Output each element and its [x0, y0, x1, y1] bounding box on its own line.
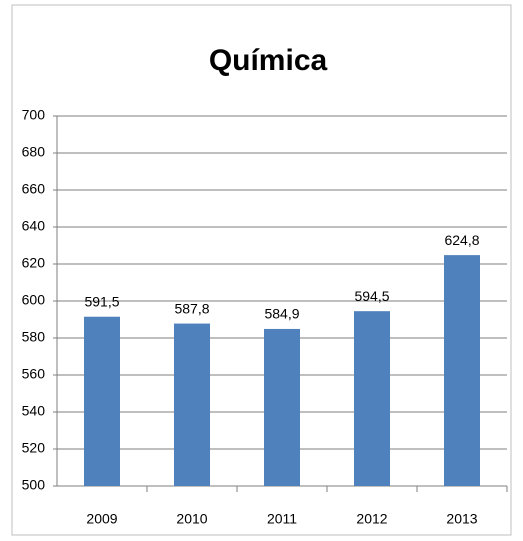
data-label: 587,8 [174, 300, 209, 316]
data-label: 591,5 [84, 293, 119, 309]
x-tick-label: 2011 [267, 511, 297, 527]
y-tick-label: 640 [22, 218, 46, 234]
bar [354, 311, 390, 486]
data-label: 594,5 [354, 288, 389, 304]
data-label: 624,8 [444, 232, 479, 248]
bar [444, 255, 480, 486]
x-tick-label: 2009 [86, 511, 117, 527]
y-tick-label: 700 [22, 107, 46, 123]
data-label: 584,9 [264, 306, 299, 322]
y-tick-label: 660 [22, 181, 46, 197]
x-tick-label: 2010 [176, 511, 207, 527]
x-tick-label: 2012 [356, 511, 387, 527]
y-tick-label: 620 [22, 255, 46, 271]
bar [264, 328, 300, 486]
y-tick-label: 600 [22, 292, 46, 308]
y-tick-label: 540 [22, 403, 46, 419]
y-tick-label: 520 [22, 440, 46, 456]
chart-title: Química [209, 44, 328, 77]
y-tick-label: 560 [22, 366, 46, 382]
y-tick-label: 500 [22, 477, 46, 493]
y-tick-label: 680 [22, 144, 46, 160]
bar [174, 323, 210, 486]
y-tick-label: 580 [22, 329, 46, 345]
x-tick-label: 2013 [446, 511, 477, 527]
bar [84, 316, 120, 486]
